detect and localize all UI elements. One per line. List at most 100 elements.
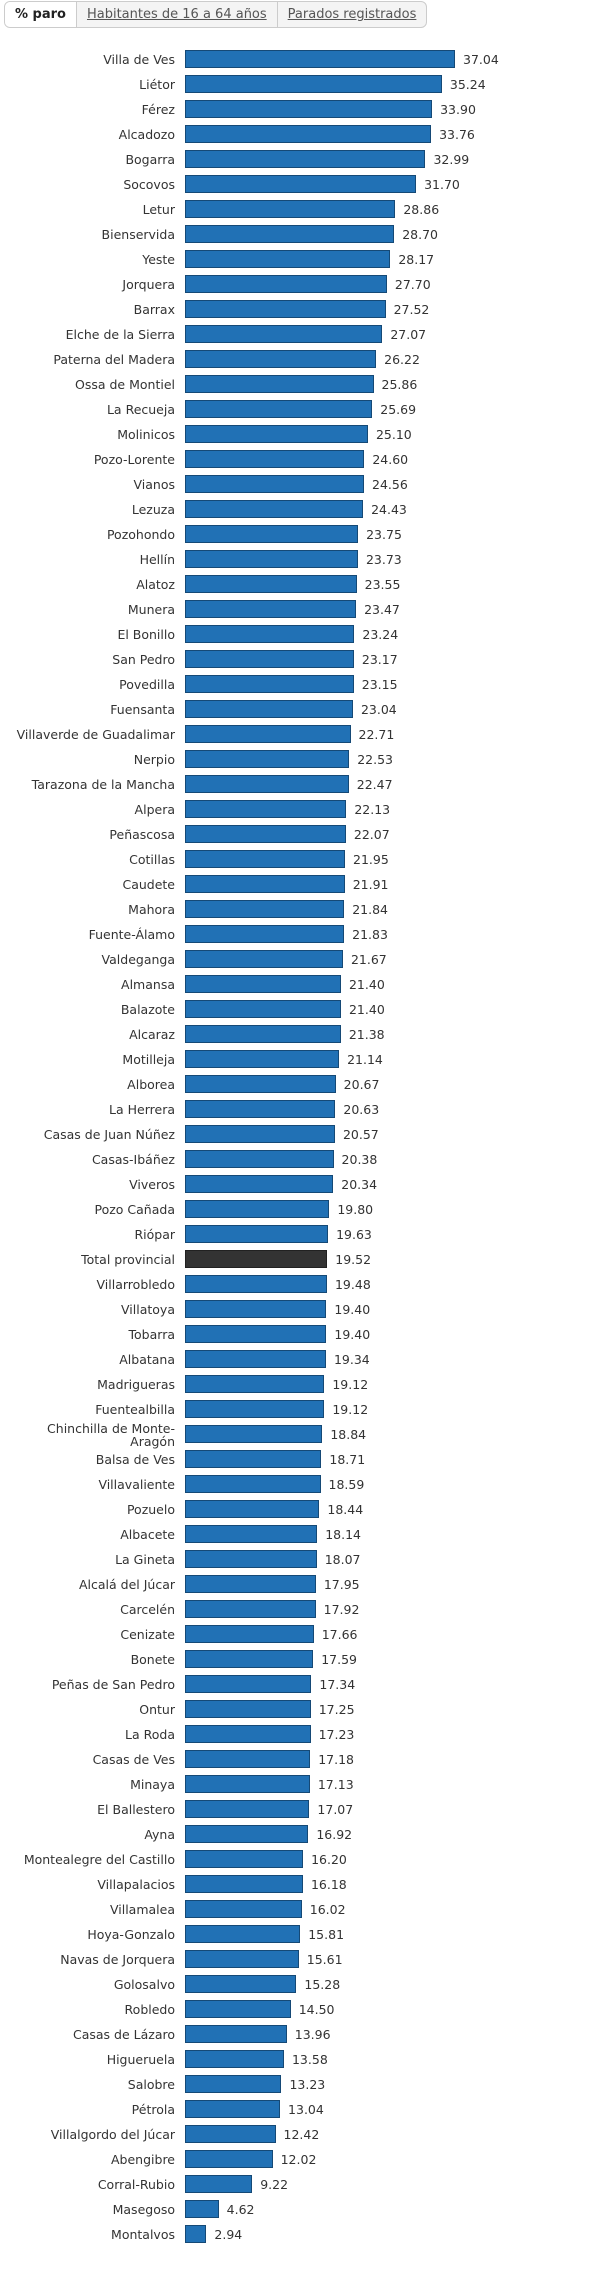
bar-row: Alcaraz 21.38 [0, 1022, 600, 1047]
value-label: 19.80 [337, 1202, 374, 1217]
value-label: 21.91 [352, 877, 389, 892]
value-label: 18.14 [325, 1527, 362, 1542]
bar-row: Casas-Ibáñez 20.38 [0, 1147, 600, 1172]
bar-row: Peñascosa 22.07 [0, 822, 600, 847]
bar [185, 1975, 297, 1993]
value-label: 28.17 [398, 252, 435, 267]
bar-row: Villatoya 19.40 [0, 1297, 600, 1322]
category-label: Albacete [120, 1527, 175, 1542]
value-label: 23.73 [365, 552, 402, 567]
bar [185, 1100, 336, 1118]
bar-row: Pozuelo 18.44 [0, 1497, 600, 1522]
category-label: Ayna [144, 1827, 175, 1842]
bar [185, 525, 359, 543]
category-label: La Roda [125, 1727, 175, 1742]
tab[interactable]: Parados registrados [276, 2, 427, 27]
bar-row: La Recueja 25.69 [0, 397, 600, 422]
bar [185, 250, 391, 268]
bar-row: Paterna del Madera 26.22 [0, 347, 600, 372]
value-label: 4.62 [226, 2202, 255, 2217]
bar-row: Tobarra 19.40 [0, 1322, 600, 1347]
value-label: 9.22 [260, 2177, 289, 2192]
bar [185, 1300, 327, 1318]
bar [185, 2175, 253, 2193]
bar-row: Villarrobledo 19.48 [0, 1272, 600, 1297]
bar [185, 500, 364, 518]
bar-row: Jorquera 27.70 [0, 272, 600, 297]
bar [185, 1050, 340, 1068]
bar [185, 125, 432, 143]
bar [185, 2100, 281, 2118]
tab[interactable]: Habitantes de 16 a 64 años [75, 2, 277, 27]
value-label: 12.42 [283, 2127, 320, 2142]
category-label: Corral-Rubio [97, 2177, 175, 2192]
bar-row: Alatoz 23.55 [0, 572, 600, 597]
category-label: Bonete [130, 1652, 175, 1667]
value-label: 18.07 [324, 1552, 361, 1567]
value-label: 19.48 [334, 1277, 371, 1292]
bar [185, 1450, 322, 1468]
bar [185, 1350, 326, 1368]
bar-row: Madrigueras 19.12 [0, 1372, 600, 1397]
tab[interactable]: % paro [5, 2, 76, 27]
bar-row: Balsa de Ves 18.71 [0, 1447, 600, 1472]
bar [185, 400, 373, 418]
value-label: 21.14 [347, 1052, 383, 1067]
category-label: Villalgordo del Júcar [50, 2127, 175, 2142]
bar [185, 300, 386, 318]
value-label: 24.56 [372, 477, 408, 492]
category-label: La Recueja [106, 402, 175, 417]
bar-row: Liétor 35.24 [0, 72, 600, 97]
bar [185, 900, 345, 918]
bar-row: Villa de Ves 37.04 [0, 47, 600, 72]
category-label: Salobre [127, 2077, 175, 2092]
category-label: Fuente-Álamo [88, 927, 175, 942]
bar [185, 350, 377, 368]
bar-row: El Ballestero 17.07 [0, 1797, 600, 1822]
bar [185, 2200, 219, 2218]
bar [185, 625, 355, 643]
bar [185, 1575, 316, 1593]
category-label: Montalvos [111, 2227, 175, 2242]
bar [185, 1625, 314, 1643]
bar [185, 100, 433, 118]
bar [185, 1250, 328, 1268]
category-label: Casas de Ves [92, 1752, 175, 1767]
category-label: Riópar [134, 1227, 175, 1242]
bar [185, 875, 345, 893]
bar-row: Casas de Ves 17.18 [0, 1747, 600, 1772]
value-label: 17.34 [319, 1677, 356, 1692]
value-label: 18.44 [327, 1502, 364, 1517]
category-label: Férez [141, 102, 175, 117]
value-label: 21.83 [352, 927, 388, 942]
value-label: 16.20 [311, 1852, 347, 1867]
bar-row: Golosalvo 15.28 [0, 1972, 600, 1997]
bar-row: Higueruela 13.58 [0, 2047, 600, 2072]
value-label: 19.12 [332, 1377, 369, 1392]
value-label: 18.84 [330, 1427, 367, 1442]
bar [185, 1475, 321, 1493]
category-label: Villarrobledo [96, 1277, 175, 1292]
bar-row: Socovos 31.70 [0, 172, 600, 197]
bar-row: Bienservida 28.70 [0, 222, 600, 247]
value-label: 17.66 [321, 1627, 358, 1642]
bar [185, 675, 354, 693]
bar [185, 225, 395, 243]
value-label: 15.28 [304, 1977, 341, 1992]
value-label: 13.58 [291, 2052, 328, 2067]
bar-row: Navas de Jorquera 15.61 [0, 1947, 600, 1972]
value-label: 28.70 [402, 227, 438, 242]
category-label: Total provincial [81, 1252, 175, 1267]
value-label: 23.17 [361, 652, 398, 667]
category-label: Cenizate [120, 1627, 175, 1642]
bar-row: Motilleja 21.14 [0, 1047, 600, 1072]
value-label: 23.47 [364, 602, 400, 617]
bar [185, 550, 358, 568]
bar [185, 1075, 336, 1093]
bar-row: Salobre 13.23 [0, 2072, 600, 2097]
value-label: 16.92 [316, 1827, 353, 1842]
value-label: 22.13 [354, 802, 391, 817]
bar [185, 325, 383, 343]
value-label: 33.90 [440, 102, 476, 117]
